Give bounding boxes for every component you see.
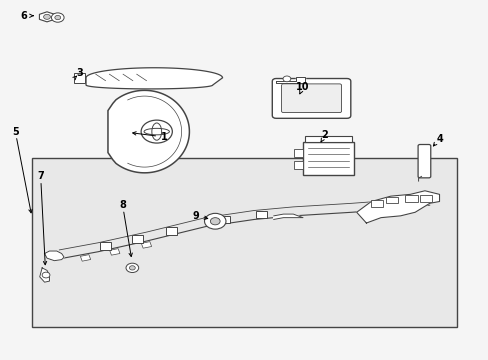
Polygon shape bbox=[44, 251, 64, 261]
Polygon shape bbox=[86, 68, 222, 89]
Bar bbox=[100, 242, 111, 250]
Polygon shape bbox=[108, 90, 189, 173]
Bar bbox=[385, 197, 397, 203]
Bar bbox=[74, 73, 84, 83]
Bar bbox=[303, 142, 353, 175]
Polygon shape bbox=[276, 77, 305, 83]
FancyBboxPatch shape bbox=[272, 78, 350, 118]
Circle shape bbox=[55, 15, 61, 20]
Circle shape bbox=[42, 272, 50, 278]
Circle shape bbox=[141, 120, 172, 143]
Text: 10: 10 bbox=[296, 82, 309, 92]
Text: 8: 8 bbox=[119, 200, 126, 210]
FancyBboxPatch shape bbox=[417, 144, 430, 178]
Circle shape bbox=[51, 13, 64, 22]
Circle shape bbox=[129, 266, 135, 270]
Bar bbox=[370, 201, 383, 207]
Bar bbox=[80, 255, 90, 261]
Polygon shape bbox=[40, 268, 49, 282]
Polygon shape bbox=[40, 12, 55, 22]
Text: 3: 3 bbox=[76, 68, 83, 78]
Text: 6: 6 bbox=[20, 11, 27, 21]
Text: 9: 9 bbox=[192, 211, 199, 221]
Text: 1: 1 bbox=[161, 132, 167, 142]
Bar bbox=[141, 242, 151, 248]
Bar bbox=[109, 249, 120, 255]
Text: 5: 5 bbox=[12, 127, 19, 136]
Bar bbox=[305, 136, 351, 142]
Bar bbox=[419, 195, 431, 202]
Circle shape bbox=[43, 14, 50, 19]
Bar bbox=[256, 211, 266, 219]
Bar bbox=[132, 235, 142, 243]
Circle shape bbox=[210, 218, 220, 225]
Text: 4: 4 bbox=[435, 134, 442, 144]
Circle shape bbox=[283, 76, 290, 82]
Polygon shape bbox=[356, 191, 439, 223]
Circle shape bbox=[204, 213, 225, 229]
Circle shape bbox=[126, 263, 139, 273]
Bar bbox=[294, 149, 303, 157]
Polygon shape bbox=[273, 214, 303, 220]
FancyBboxPatch shape bbox=[281, 84, 341, 113]
Bar bbox=[219, 216, 230, 224]
Bar bbox=[165, 227, 176, 235]
Bar bbox=[32, 158, 456, 327]
Bar bbox=[405, 195, 417, 202]
Text: 7: 7 bbox=[37, 171, 44, 181]
Bar bbox=[294, 161, 303, 169]
Text: 2: 2 bbox=[321, 130, 327, 140]
